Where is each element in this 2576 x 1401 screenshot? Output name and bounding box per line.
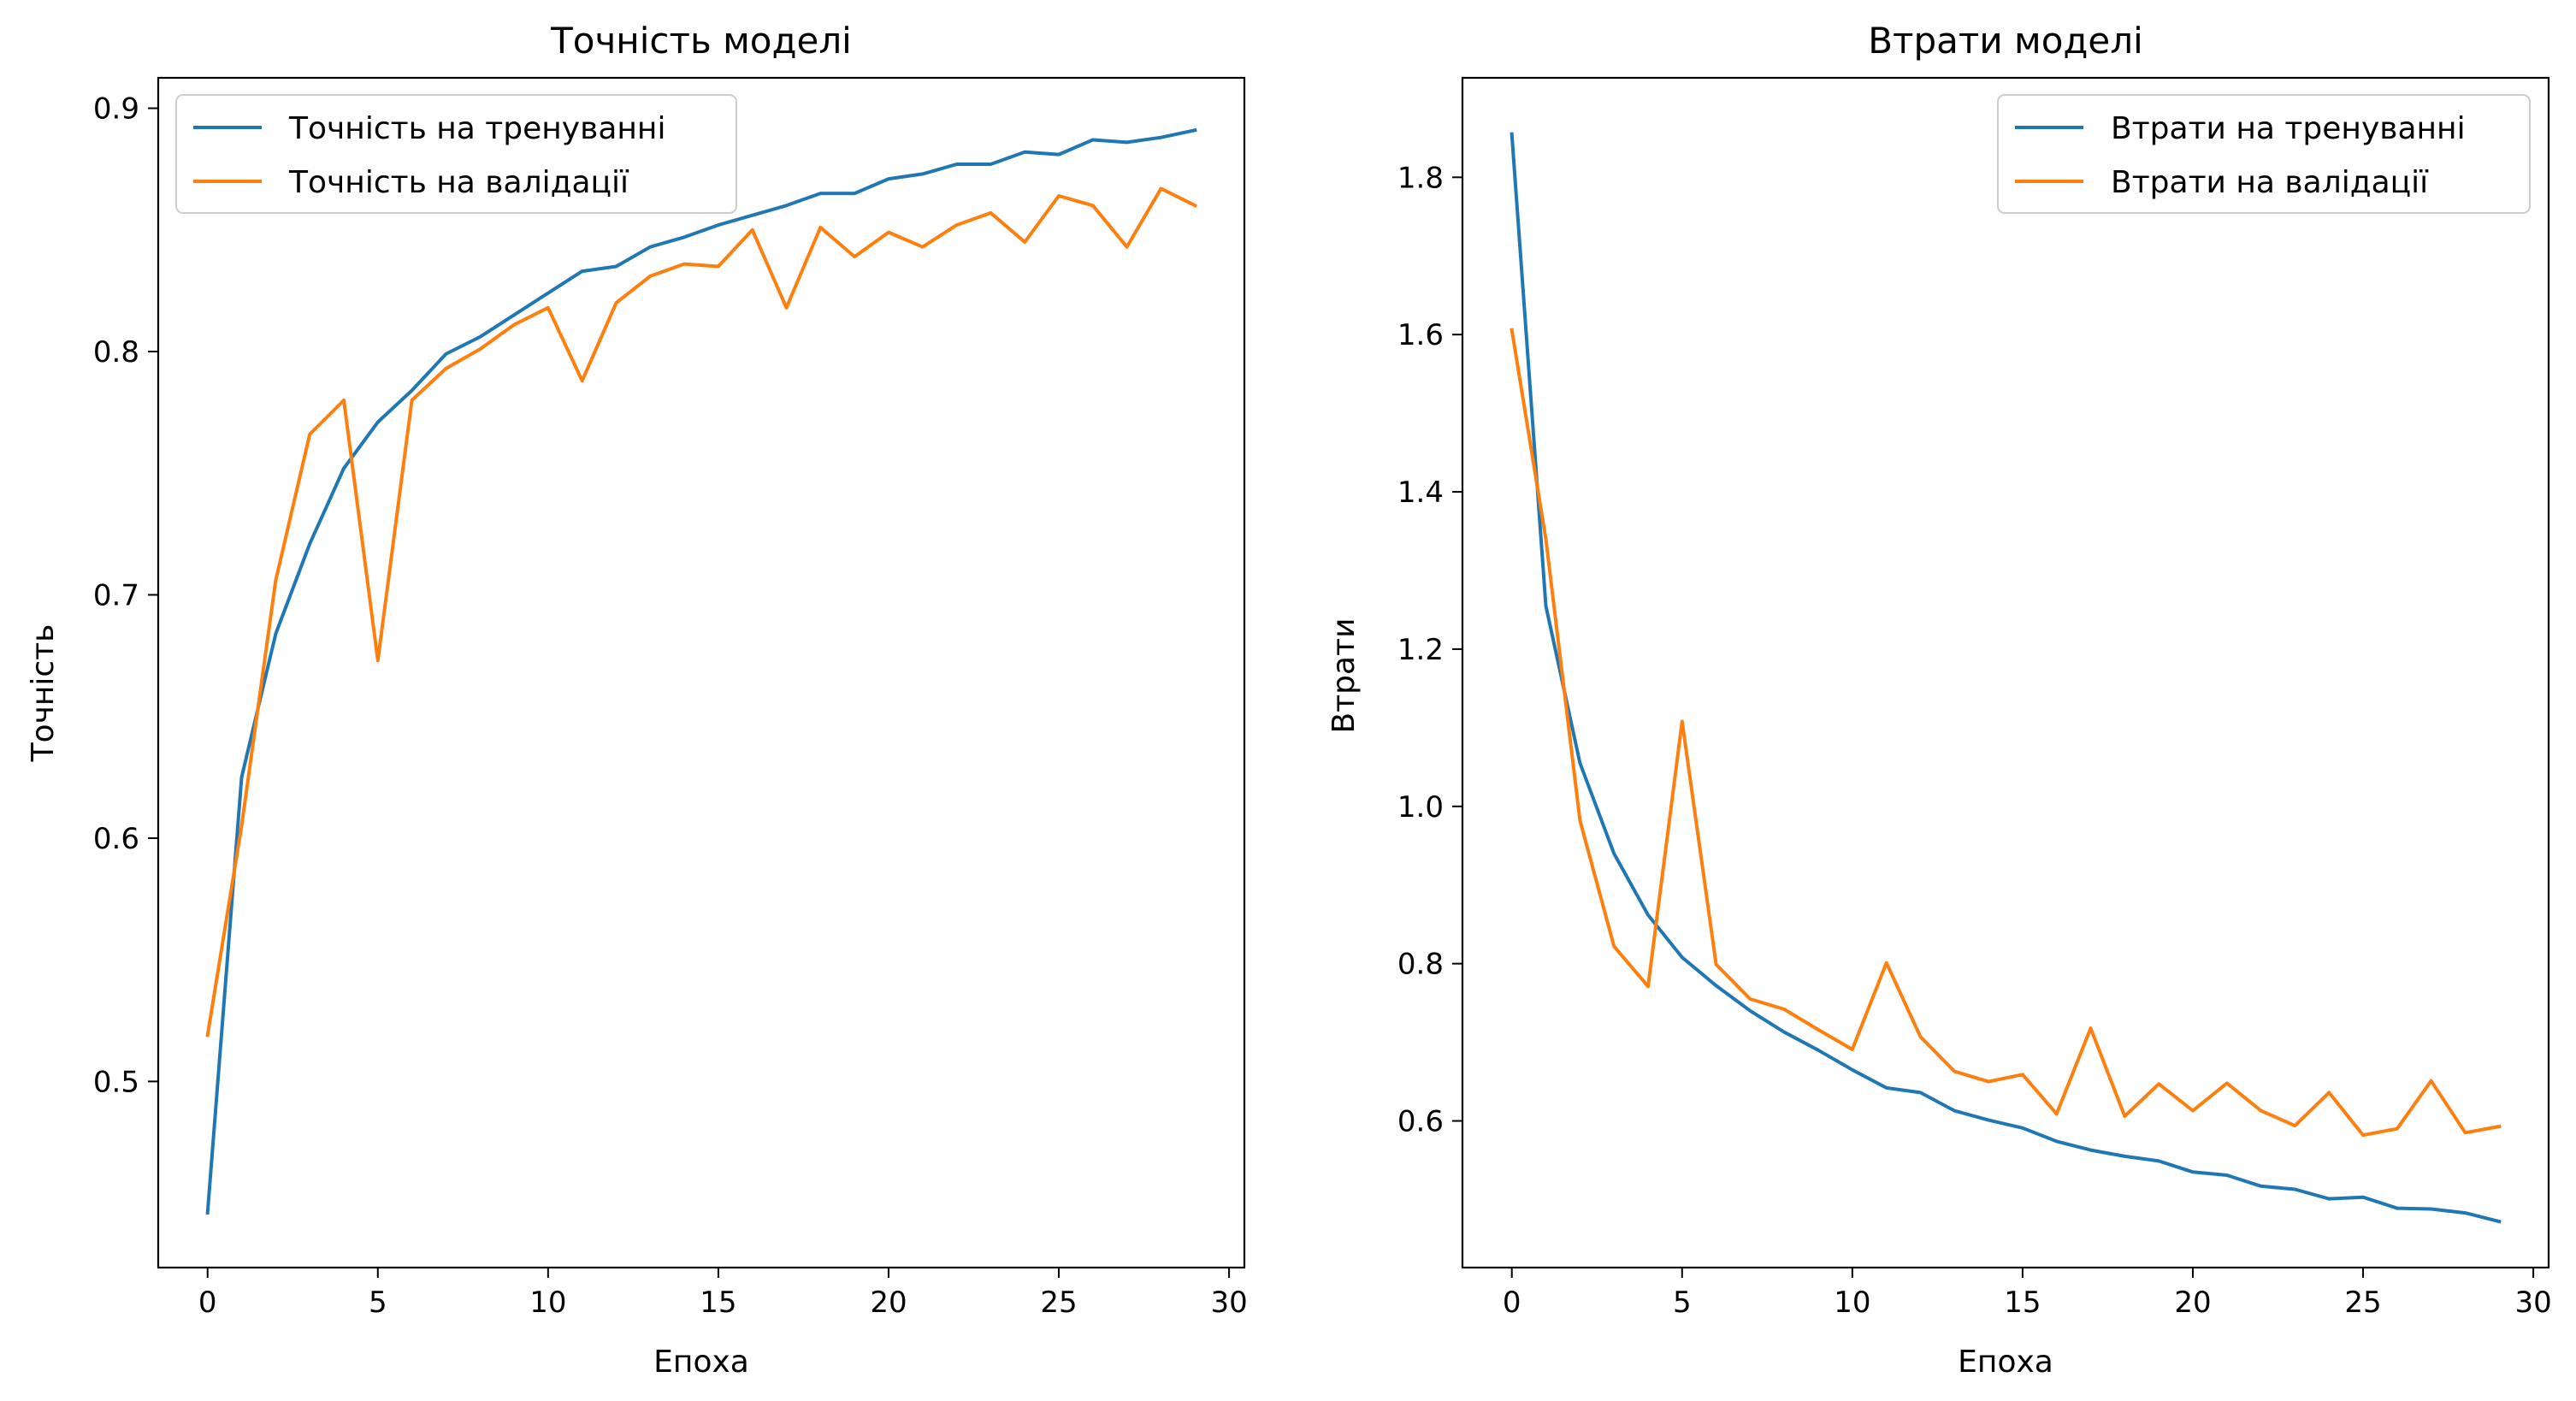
loss-legend-val-label: Втрати на валідації (2111, 165, 2429, 200)
loss-y-tick-label: 0.8 (1397, 948, 1444, 982)
loss-y-axis-label: Втрати (1326, 618, 1362, 734)
loss-x-axis-label: Епоха (1958, 1345, 2053, 1380)
accuracy-y-tick-label: 0.6 (93, 822, 139, 856)
accuracy-val-line (205, 186, 1197, 1037)
loss-x-tick-label: 30 (2514, 1286, 2551, 1320)
loss-plot-frame (1461, 76, 2550, 1269)
accuracy-x-tick-label: 5 (369, 1286, 387, 1320)
loss-y-tick-label: 1.0 (1397, 790, 1444, 825)
accuracy-legend-train-label: Точність на тренуванні (288, 111, 665, 146)
loss-x-tick-label: 10 (1834, 1286, 1870, 1320)
loss-y-tick-label: 1.6 (1397, 318, 1444, 352)
accuracy-legend-box (175, 94, 737, 214)
accuracy-x-tick-label: 25 (1040, 1286, 1077, 1320)
loss-y-tick-label: 1.2 (1397, 633, 1444, 667)
accuracy-chart: Точність моделі Епоха Точність 0 5 10 15 20 2… (26, 20, 1248, 1380)
loss-y-tick-label: 1.8 (1397, 161, 1444, 195)
loss-legend-box (1997, 94, 2531, 214)
loss-x-tick-label: 5 (1673, 1286, 1692, 1320)
accuracy-y-tick-label: 0.5 (93, 1065, 139, 1099)
loss-y-tick-label: 0.6 (1397, 1105, 1444, 1139)
accuracy-x-tick-label: 10 (529, 1286, 566, 1320)
loss-train-line (1510, 132, 2502, 1224)
accuracy-train-line (205, 127, 1197, 1215)
accuracy-y-tick-label: 0.9 (93, 92, 139, 127)
accuracy-x-tick-label: 30 (1210, 1286, 1247, 1320)
loss-val-line (1510, 328, 2502, 1138)
accuracy-chart-title: Точність моделі (550, 20, 852, 62)
accuracy-y-axis-label: Точність (26, 624, 61, 763)
accuracy-legend: Точність на тренуванні Точність на валід… (175, 94, 737, 214)
loss-x-tick-label: 25 (2344, 1286, 2381, 1320)
accuracy-x-tick-label: 15 (700, 1286, 736, 1320)
loss-y-tick-label: 1.4 (1397, 476, 1444, 510)
accuracy-x-axis-label: Епоха (653, 1345, 749, 1380)
accuracy-plot-frame (157, 76, 1246, 1269)
loss-x-tick-label: 20 (2174, 1286, 2211, 1320)
accuracy-legend-val-label: Точність на валідації (288, 165, 629, 200)
loss-chart-title: Втрати моделі (1868, 20, 2143, 62)
loss-x-tick-label: 0 (1503, 1286, 1521, 1320)
loss-x-tick-label: 15 (2004, 1286, 2041, 1320)
accuracy-lines (205, 127, 1197, 1215)
accuracy-x-tick-label: 20 (870, 1286, 907, 1320)
accuracy-y-tick-label: 0.7 (93, 578, 139, 612)
loss-chart: Втрати моделі Епоха Втрати 0 5 10 15 20 25 300… (1326, 20, 2552, 1380)
loss-lines (1510, 132, 2502, 1224)
accuracy-ticks: 0 5 10 15 20 25 30 0.5 0.6 0.7 0.8 0.9 (93, 92, 1248, 1320)
accuracy-x-tick-label: 0 (198, 1286, 217, 1320)
accuracy-y-tick-label: 0.8 (93, 335, 139, 369)
loss-legend: Втрати на тренуванні Втрати на валідації (1997, 94, 2531, 214)
loss-legend-train-label: Втрати на тренуванні (2111, 111, 2466, 146)
loss-ticks: 0 5 10 15 20 25 30 0.6 0.8 1.0 1.2 1.4 1.6 1.8 (1397, 161, 2552, 1320)
